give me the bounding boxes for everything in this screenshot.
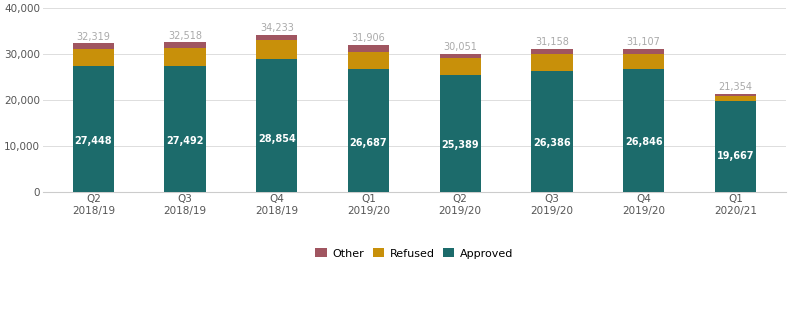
Bar — [73, 44, 114, 49]
Text: 26,687: 26,687 — [350, 138, 387, 148]
Text: 34,233: 34,233 — [260, 23, 294, 33]
Bar — [439, 75, 481, 192]
Bar — [532, 54, 573, 71]
Text: 26,386: 26,386 — [533, 138, 570, 148]
Bar — [164, 43, 205, 48]
Bar — [439, 58, 481, 75]
Text: 21,354: 21,354 — [718, 82, 752, 92]
Text: 25,389: 25,389 — [442, 140, 479, 150]
Bar — [715, 101, 756, 192]
Bar — [439, 54, 481, 58]
Text: 31,107: 31,107 — [626, 37, 660, 47]
Bar — [164, 48, 205, 66]
Bar — [532, 71, 573, 192]
Legend: Other, Refused, Approved: Other, Refused, Approved — [311, 244, 517, 263]
Bar — [73, 66, 114, 192]
Bar — [256, 40, 298, 59]
Bar — [532, 49, 573, 54]
Bar — [348, 52, 389, 69]
Bar — [623, 53, 664, 69]
Text: 31,906: 31,906 — [352, 33, 386, 44]
Bar — [348, 69, 389, 192]
Text: 27,448: 27,448 — [74, 136, 112, 146]
Text: 27,492: 27,492 — [167, 136, 204, 146]
Text: 32,518: 32,518 — [168, 31, 202, 41]
Bar — [73, 49, 114, 66]
Bar — [256, 59, 298, 192]
Bar — [164, 66, 205, 192]
Bar — [348, 45, 389, 52]
Text: 28,854: 28,854 — [258, 134, 295, 144]
Bar — [623, 49, 664, 53]
Text: 31,158: 31,158 — [535, 37, 569, 47]
Text: 32,319: 32,319 — [77, 32, 111, 42]
Bar — [715, 94, 756, 96]
Text: 26,846: 26,846 — [625, 137, 663, 148]
Bar — [715, 96, 756, 101]
Bar — [256, 35, 298, 40]
Text: 30,051: 30,051 — [443, 42, 477, 52]
Text: 19,667: 19,667 — [717, 150, 754, 161]
Bar — [623, 69, 664, 192]
